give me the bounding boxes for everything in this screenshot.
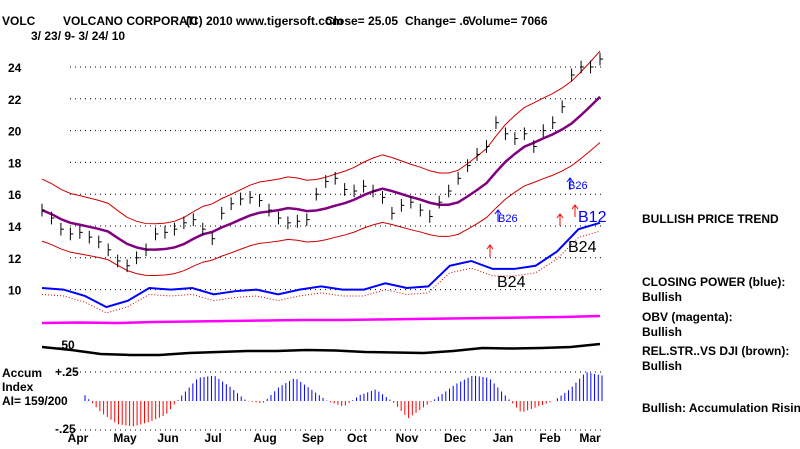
signal-label: B12 — [578, 209, 607, 226]
y-tick-label: 22 — [8, 93, 22, 107]
obv-line — [41, 314, 601, 325]
moving-average-line — [41, 95, 601, 251]
y-tick-label: 24 — [8, 61, 22, 75]
y-tick-label: 16 — [8, 188, 22, 202]
close-value: Close= 25.05 — [325, 14, 399, 28]
y-tick-label: 10 — [8, 284, 22, 298]
y-tick-label: 18 — [8, 156, 22, 170]
rs-tick-label: .50 — [58, 338, 75, 352]
volume-value: Volume= 7066 — [468, 14, 548, 28]
x-tick-label: Feb — [539, 431, 560, 445]
accum-tick-label: +.25 — [55, 365, 79, 379]
signal-label: B26 — [568, 180, 588, 192]
obv-value: Bullish — [642, 325, 683, 339]
x-tick-label: Jan — [493, 431, 514, 445]
closing-power-line — [41, 221, 601, 309]
buy-arrow-icon — [494, 209, 502, 222]
buy-arrow-icon — [556, 213, 564, 226]
cp-title: CLOSING POWER (blue): — [642, 275, 786, 289]
cp-value: Bullish — [642, 290, 683, 304]
x-tick-label: Sep — [302, 431, 324, 445]
x-tick-label: Dec — [444, 431, 466, 445]
change-value: Change= .6 — [405, 14, 470, 28]
closing-power-ma — [41, 230, 601, 314]
x-tick-label: Apr — [68, 431, 89, 445]
accum-label-1: Accum — [2, 366, 43, 380]
lower-band — [41, 142, 601, 277]
x-tick-label: Aug — [253, 431, 276, 445]
x-tick-label: Jul — [204, 431, 221, 445]
buy-arrow-icon — [571, 204, 579, 217]
rs-value: Bullish — [642, 359, 683, 373]
signal-label: B24 — [497, 274, 526, 291]
y-tick-label: 20 — [8, 125, 22, 139]
accum-status: Bullish: Accumulation Rising — [642, 401, 800, 415]
signal-label: B26 — [498, 213, 518, 225]
buy-arrow-icon — [486, 244, 494, 257]
company-name: VOLCANO CORPORATI — [63, 14, 198, 28]
rs-title: REL.STR..VS DJI (brown): — [642, 344, 790, 358]
upper-band — [41, 50, 601, 225]
rel-strength-line — [41, 342, 601, 357]
copyright: (C) 2010 www.tigersoft.com — [186, 14, 343, 28]
x-tick-label: Mar — [579, 431, 601, 445]
y-tick-label: 14 — [8, 220, 22, 234]
accum-tick-label: -.25 — [55, 422, 76, 436]
symbol: VOLC — [2, 14, 36, 28]
trend-label: BULLISH PRICE TREND — [642, 212, 779, 226]
signal-label: B24 — [568, 239, 597, 256]
obv-title: OBV (magenta): — [642, 310, 733, 324]
x-tick-label: Jun — [157, 431, 178, 445]
x-tick-label: Oct — [347, 431, 367, 445]
buy-arrow-icon — [566, 177, 574, 190]
x-tick-label: May — [113, 431, 137, 445]
date-range: 3/ 23/ 9- 3/ 24/ 10 — [31, 29, 126, 43]
accum-label-3: AI= 159/200 — [2, 394, 68, 408]
x-tick-label: Nov — [396, 431, 419, 445]
accum-label-2: Index — [2, 380, 34, 394]
y-tick-label: 12 — [8, 252, 22, 266]
